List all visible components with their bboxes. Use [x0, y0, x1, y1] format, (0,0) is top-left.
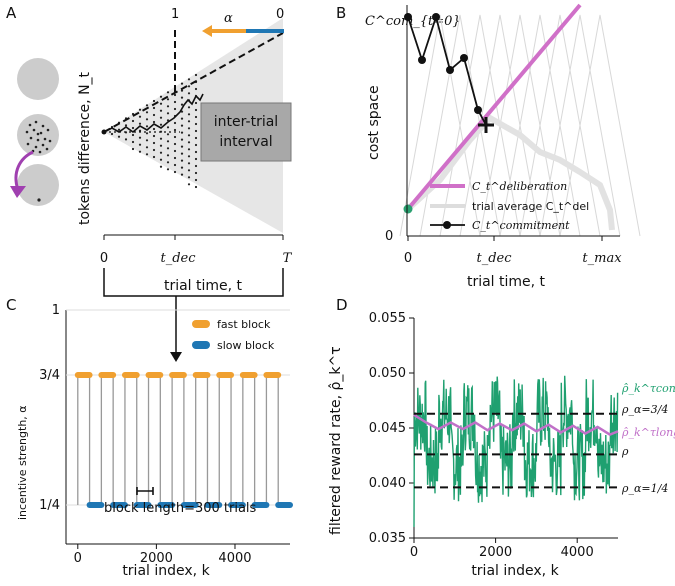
right-label-context: ρ̂_k^τcontext: [621, 382, 675, 395]
panel-b-letter: B: [336, 4, 346, 22]
panel-a-ylabel: tokens difference, N_t: [77, 71, 93, 225]
panel-d-ytick-label: 0.035: [369, 531, 406, 546]
panel-c-letter: C: [6, 296, 16, 314]
label-one: 1: [171, 7, 179, 22]
block-length-bracket: [136, 487, 154, 495]
panel-b-xtick-tmax: t_max: [582, 251, 622, 266]
legend-fast-label: fast block: [217, 318, 271, 331]
panel-d-xtick-label: 4000: [561, 545, 594, 560]
inter-trial-box: [200, 102, 292, 162]
panel-d-letter: D: [336, 296, 348, 314]
inter-trial-label-1: inter-trial: [214, 114, 278, 130]
panel-b-ylabel: cost space: [366, 85, 382, 160]
panel-a: A tokens difference, N_t inter-trial int…: [6, 4, 293, 362]
panel-b-yzero: 0: [385, 229, 393, 244]
traj-start: [101, 129, 107, 135]
legend-slow-label: slow block: [217, 339, 275, 352]
legend-commitment-label: C_t^commitment: [472, 219, 570, 232]
right-label-long: ρ̂_k^τlong: [621, 426, 675, 439]
legend-fast-swatch: [192, 320, 210, 328]
panel-c-chart: 1/4 3/4 1 0 2000 4000: [39, 303, 293, 566]
panel-c-xlabel: trial index, k: [122, 563, 210, 579]
legend-slow-swatch: [192, 341, 210, 349]
right-label-rho-34: ρ_α=3/4: [621, 403, 668, 416]
label-zero: 0: [276, 7, 284, 22]
bracket: [103, 268, 284, 297]
reachable-region: [104, 18, 283, 233]
panel-b-xlabel: trial time, t: [467, 274, 546, 290]
inter-trial-label-2: interval: [219, 134, 272, 150]
label-alpha: α: [224, 11, 233, 26]
panel-c-ylabel: incentive strength, α: [16, 405, 29, 520]
panel-b-xtick-0: 0: [404, 251, 412, 266]
commitment-markers: [404, 13, 482, 114]
panel-a-xtick-label-tdec: t_dec: [160, 251, 196, 266]
panel-d-ytick-label: 0.050: [369, 366, 406, 381]
panel-c-xtick-label: 2000: [140, 551, 173, 566]
trial-average-line: [405, 114, 615, 231]
panel-b-xtick-tdec: t_dec: [476, 251, 512, 266]
panel-d-xtick-label: 0: [410, 545, 418, 560]
right-label-rho-14: ρ_α=1/4: [621, 482, 668, 495]
draw-arrow: [14, 150, 34, 191]
panel-d-xtick-label: 2000: [479, 545, 512, 560]
context-rate-line: [413, 375, 619, 528]
block-length-label: block length=300 trials: [104, 501, 257, 516]
legend-deliberation-label: C_t^deliberation: [472, 180, 567, 193]
bracket-arrow-head: [170, 352, 182, 362]
token-trajectory: [103, 93, 204, 134]
panel-c-ytick-label: 1/4: [39, 498, 60, 513]
alpha-arrowhead: [202, 25, 212, 37]
upper-bound-dashed: [103, 32, 284, 133]
start-point: [403, 204, 413, 214]
urn-circle-top: [17, 58, 59, 100]
panel-c-xtick-label: 4000: [218, 551, 251, 566]
panel-a-xtick-label-0: 0: [100, 251, 108, 266]
draw-arrow-head: [10, 186, 26, 198]
legend-commitment-marker: [443, 221, 451, 229]
panel-d-ytick-label: 0.055: [369, 311, 406, 326]
panel-a-xlabel: trial time, t: [164, 278, 243, 294]
dotted-region: [110, 73, 198, 189]
panel-c: C incentive strength, α 1/4 3/4 1 0 2000 4000…: [6, 296, 293, 579]
panel-d-ytick-label: 0.045: [369, 421, 406, 436]
deliberation-line: [406, 3, 582, 211]
panel-c-xtick-label: 0: [74, 551, 82, 566]
panel-d-ylabel: filtered reward rate, ρ̂_k^τ: [328, 346, 344, 535]
panel-a-letter: A: [6, 4, 17, 22]
panel-b: B cost space C^com_{t=0} 0 0 t_dec t_max…: [336, 3, 641, 290]
panel-d-ytick-label: 0.040: [369, 476, 406, 491]
urn-circle-bottom: [17, 164, 59, 206]
panel-c-ytick-label: 1: [52, 303, 60, 318]
panel-a-xtick-label-T: T: [283, 251, 293, 266]
long-rate-line: [413, 413, 619, 436]
token-dots: [25, 120, 52, 202]
panel-b-ytop: C^com_{t=0}: [365, 14, 461, 29]
panel-d-chart: 0.035 0.040 0.045 0.050 0.055 0 2000 4000: [369, 311, 619, 560]
panel-d: D filtered reward rate, ρ̂_k^τ 0.035 0.04…: [328, 296, 675, 579]
decision-cross: [478, 117, 494, 133]
legend-average-label: trial average C_t^del: [472, 200, 589, 213]
panel-c-ytick-label: 3/4: [39, 368, 60, 383]
panel-d-xlabel: trial index, k: [471, 563, 559, 579]
right-label-rho: ρ: [621, 445, 629, 458]
